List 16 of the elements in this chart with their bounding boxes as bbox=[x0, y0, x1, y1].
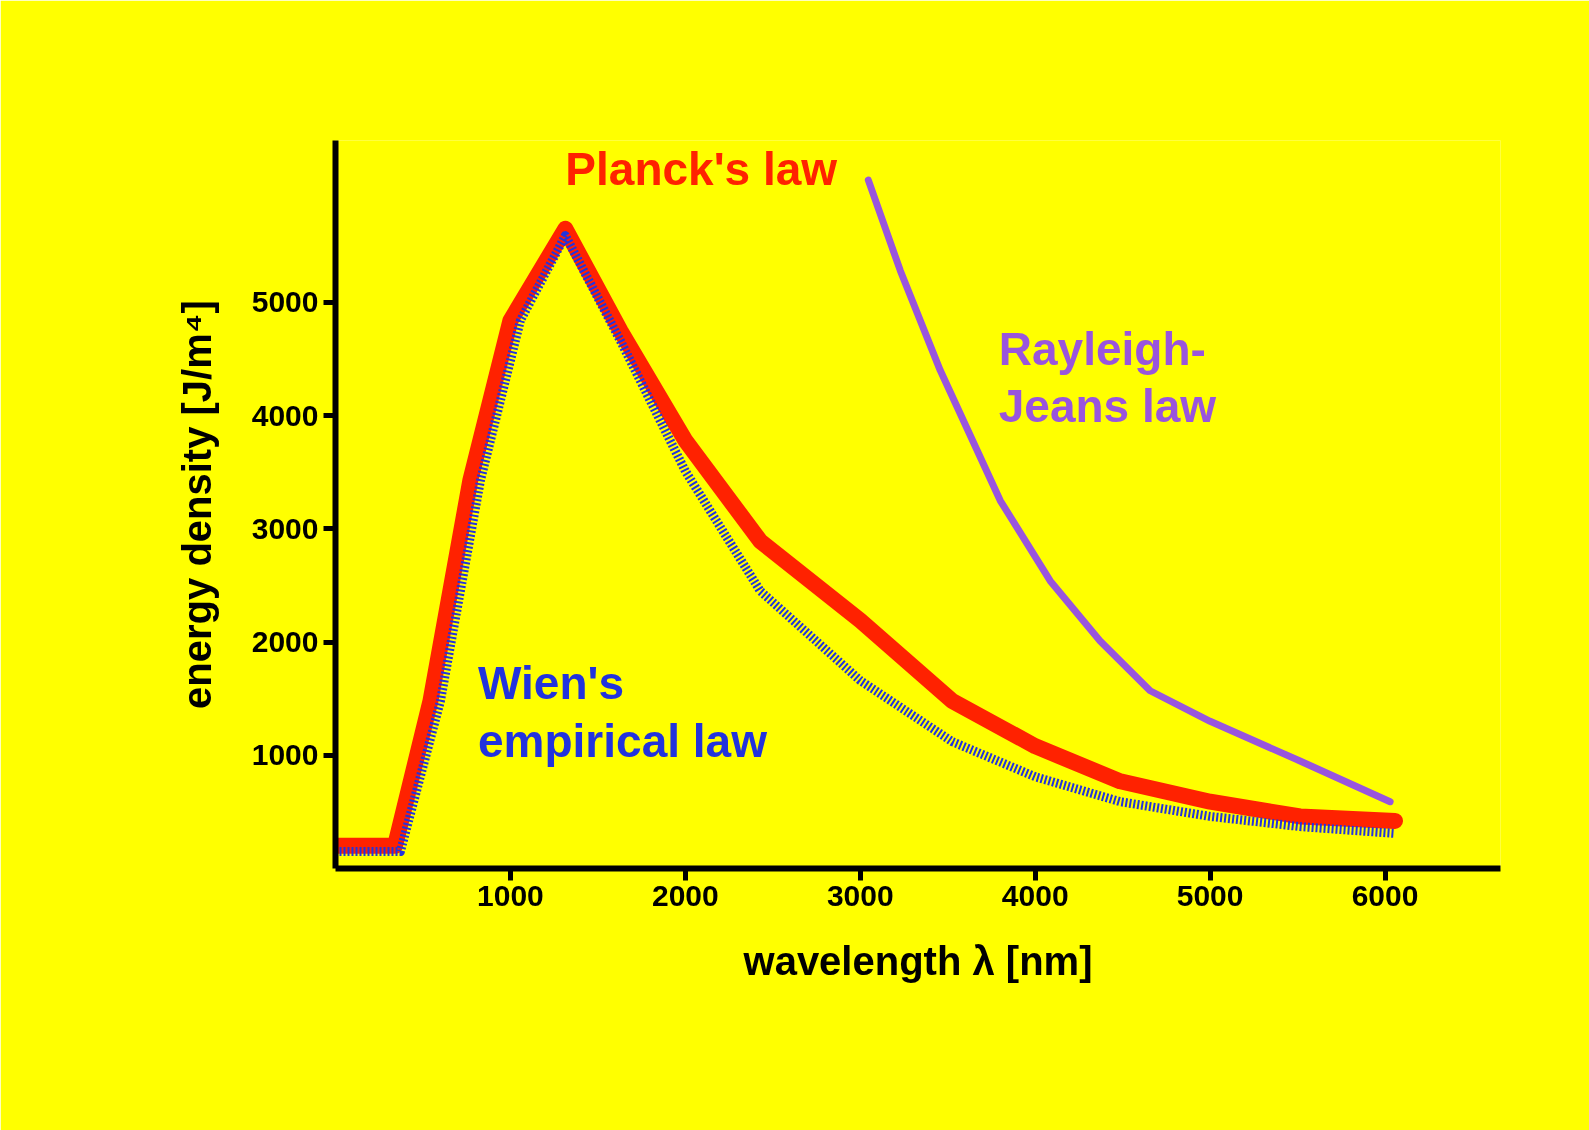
x-tick-label: 1000 bbox=[477, 878, 544, 912]
series-label: Wien's empirical law bbox=[478, 657, 768, 767]
x-tick-label: 3000 bbox=[826, 878, 894, 912]
x-tick-label: 5000 bbox=[1176, 878, 1244, 912]
x-axis-title: wavelength λ [nm] bbox=[742, 938, 1093, 983]
x-tick-label: 6000 bbox=[1351, 878, 1419, 912]
y-tick-label: 2000 bbox=[251, 625, 319, 659]
series-label: Planck's law bbox=[565, 143, 838, 196]
y-tick-label: 3000 bbox=[251, 511, 319, 545]
x-tick-label: 4000 bbox=[1001, 878, 1069, 912]
y-axis-title: energy density [J/m⁴] bbox=[174, 300, 219, 709]
y-tick-label: 5000 bbox=[251, 285, 319, 319]
y-tick-label: 4000 bbox=[251, 398, 319, 432]
series-label: Rayleigh- Jeans law bbox=[998, 322, 1217, 432]
y-tick-label: 1000 bbox=[251, 738, 319, 772]
x-tick-label: 2000 bbox=[651, 878, 719, 912]
